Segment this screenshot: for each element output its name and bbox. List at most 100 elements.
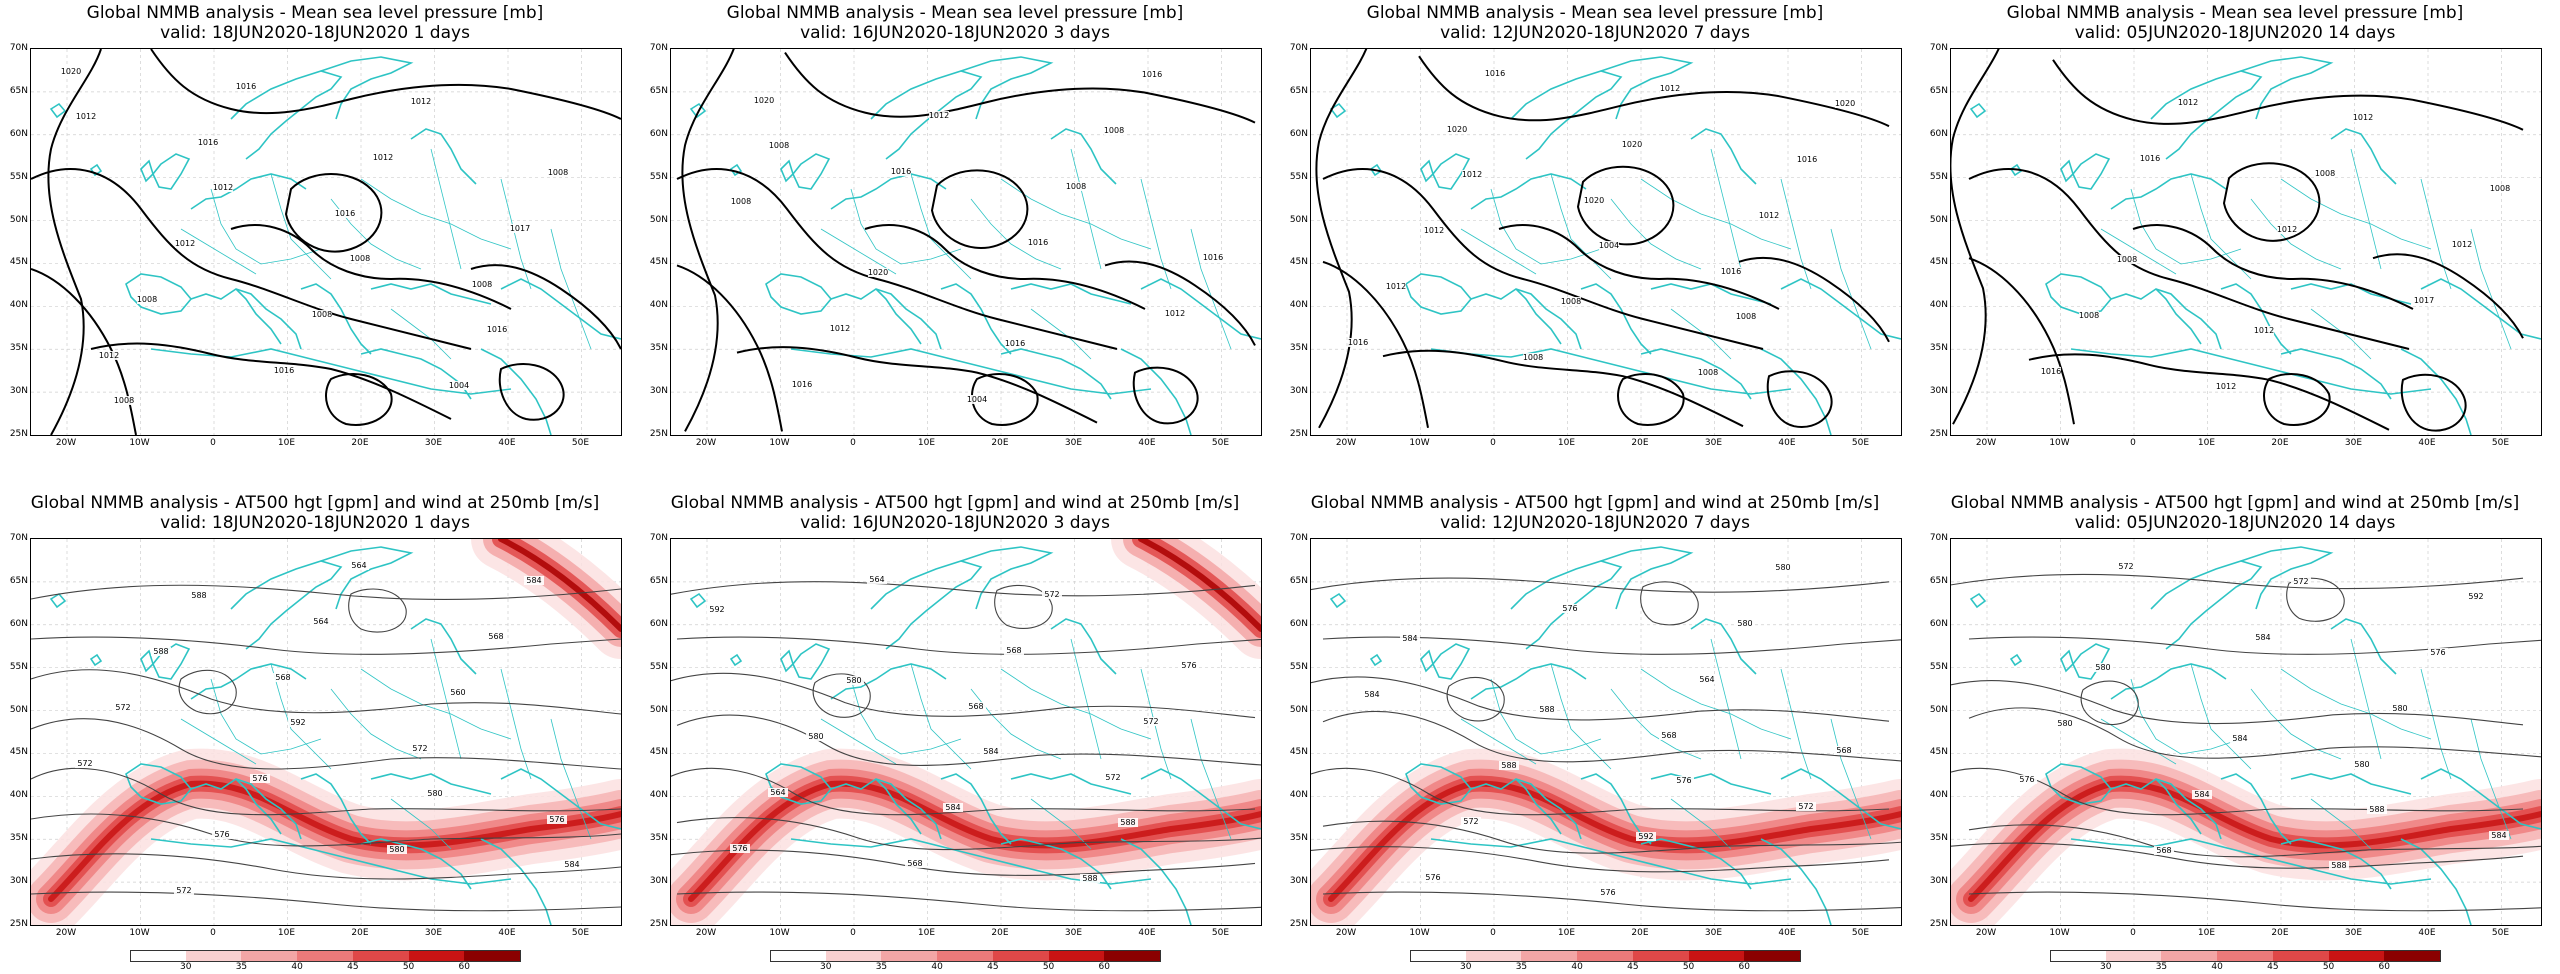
colorbar-tick-label: 45: [347, 962, 359, 972]
longitude-tick-label: 10E: [917, 928, 936, 938]
latitude-tick-label: 55N: [1289, 661, 1308, 672]
latitude-tick-label: 30N: [9, 386, 28, 397]
panel-valid-date: valid: 16JUN2020-18JUN2020 3 days: [800, 513, 1110, 533]
jet-stream-shading: [1311, 748, 1901, 925]
colorbar-swatch: [1521, 950, 1579, 962]
contour-label: 1020: [868, 268, 888, 277]
colorbar-swatch: [1048, 950, 1106, 962]
contour-label: 1016: [1797, 155, 1817, 164]
longitude-tick-label: 40E: [2418, 438, 2436, 448]
contour-label: 560: [450, 688, 465, 697]
contour-labels: 580 584 572 584 580 576 568 572 576 580 584 588 592 5…: [2017, 562, 2509, 870]
longitude-tick-label: 20E: [991, 928, 1009, 938]
colorbar-tick-label: 40: [291, 962, 303, 972]
contour-label: 1016: [236, 82, 256, 91]
latitude-tick-label: 30N: [1289, 876, 1308, 887]
contour-label: 572: [115, 703, 130, 712]
contour-label: 1016: [2140, 154, 2160, 163]
contour-label: 576: [1600, 888, 1615, 897]
map-panel-6: Global NMMB analysis - AT500 hgt [gpm] a…: [640, 490, 1270, 972]
wind-speed-colorbar: 30 35 40 45 50 60: [130, 950, 521, 974]
longitude-tick-label: 20W: [1335, 928, 1357, 938]
colorbar-swatch: [408, 950, 466, 962]
longitude-tick-label: 40E: [2418, 928, 2436, 938]
contour-label: 568: [968, 702, 983, 711]
contour-labels: 568 572 576 572 564 560 572 576 564 568 572 576 580 5…: [75, 561, 582, 895]
contour-label: 584: [2194, 790, 2209, 799]
panel-valid-date: valid: 05JUN2020-18JUN2020 14 days: [2074, 513, 2396, 533]
contour-label: 1016: [1721, 267, 1741, 276]
panel-valid-date: valid: 18JUN2020-18JUN2020 1 days: [160, 23, 470, 43]
contour-label: 588: [191, 591, 206, 600]
latitude-tick-label: 30N: [9, 876, 28, 887]
colorbar-swatch: [352, 950, 410, 962]
contour-label: 576: [214, 830, 229, 839]
contour-label: 568: [275, 673, 290, 682]
latitude-tick-label: 55N: [9, 661, 28, 672]
contour-labels: 1020 1016 1016 1012 1016 1012 1008 1016 1012 1004…: [731, 70, 1223, 404]
longitude-tick-label: 10E: [1557, 438, 1576, 448]
longitude-tick-label: 10W: [2049, 438, 2070, 448]
latitude-tick-label: 60N: [1929, 128, 1948, 139]
contour-label: 576: [549, 815, 564, 824]
contour-label: 576: [2430, 648, 2445, 657]
latitude-tick-label: 50N: [9, 214, 28, 225]
latitude-tick-label: 40N: [649, 300, 668, 311]
longitude-tick-label: 20E: [1631, 438, 1649, 448]
colorbar-tick-label: 30: [819, 962, 832, 972]
longitude-tick-label: 20W: [695, 438, 717, 448]
contour-label: 572: [2118, 562, 2133, 571]
colorbar-swatch: [2105, 950, 2163, 962]
longitude-tick-label: 40E: [1138, 438, 1156, 448]
contour-label: 588: [1539, 705, 1554, 714]
contour-label: 1012: [76, 112, 96, 121]
colorbar-swatch: [241, 950, 299, 962]
colorbar-swatch: [2217, 950, 2274, 962]
contour-label: 1020: [1622, 140, 1642, 149]
latitude-tick-label: 50N: [1289, 704, 1308, 715]
contour-label: 576: [1676, 776, 1691, 785]
colorbar-tick-label: 35: [2155, 962, 2168, 972]
latitude-tick-label: 25N: [9, 919, 28, 929]
colorbar-swatch: [1632, 950, 1690, 962]
panel-valid-date: valid: 12JUN2020-18JUN2020 7 days: [1440, 23, 1750, 43]
latitude-tick-label: 40N: [1929, 790, 1948, 801]
latitude-tick-label: 55N: [1929, 171, 1948, 182]
contour-label: 1017: [510, 224, 530, 233]
contour-label: 1008: [1066, 182, 1086, 191]
colorbar-tick-label: 30: [2099, 962, 2112, 972]
contour-lines: [1311, 577, 1901, 912]
contour-lines: [31, 49, 621, 435]
longitude-tick-label: 30E: [2344, 438, 2363, 448]
latitude-tick-label: 25N: [1929, 429, 1948, 439]
colorbar-swatch: [130, 950, 188, 962]
contour-label: 588: [1120, 818, 1135, 827]
contour-labels: 1020 1016 1016 1008 1012 1016 1012 1017 1008 1016…: [61, 67, 568, 405]
contour-label: 572: [412, 744, 427, 753]
contour-label: 1008: [1523, 353, 1543, 362]
contour-label: 588: [1501, 761, 1516, 770]
colorbar-tick-label: 60: [2378, 962, 2391, 972]
contour-label: 580: [1737, 619, 1752, 628]
contour-label: 572: [1143, 717, 1158, 726]
longitude-tick-label: 10W: [129, 438, 150, 448]
contour-label: 564: [1699, 675, 1714, 684]
latitude-tick-label: 50N: [1929, 704, 1948, 715]
latitude-tick-label: 35N: [649, 343, 668, 354]
contour-label: 564: [351, 561, 366, 570]
contour-label: 588: [2369, 805, 2384, 814]
contour-label: 572: [1044, 590, 1059, 599]
contour-label: 580: [389, 845, 404, 854]
contour-lines: [676, 49, 1256, 432]
latitude-tick-label: 45N: [1929, 747, 1948, 758]
colorbar-swatch: [881, 950, 939, 962]
contour-label: 568: [907, 859, 922, 868]
longitude-tick-label: 10E: [277, 438, 296, 448]
contour-label: 584: [1402, 634, 1417, 643]
longitude-tick-label: 10E: [277, 928, 296, 938]
contour-label: 576: [1562, 604, 1577, 613]
contour-label: 1016: [1348, 338, 1368, 347]
latitude-tick-label: 25N: [9, 429, 28, 439]
contour-label: 1016: [1203, 253, 1223, 262]
